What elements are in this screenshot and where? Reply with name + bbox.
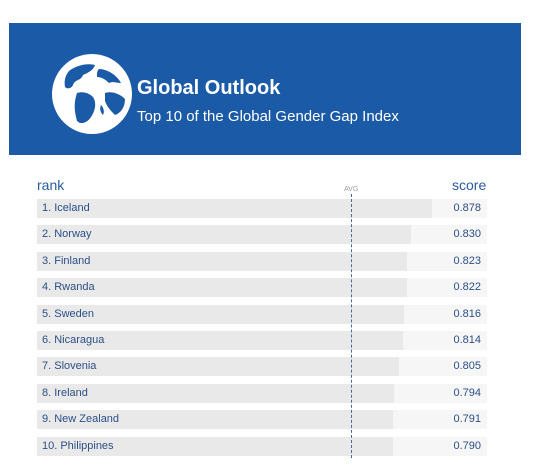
bar-label: 7. Slovenia bbox=[42, 360, 97, 373]
bar-label: 9. New Zealand bbox=[42, 413, 120, 426]
bar-value: 0.791 bbox=[453, 413, 481, 426]
bar-value: 0.790 bbox=[453, 439, 481, 452]
bar-label: 10. Philippines bbox=[42, 439, 114, 452]
header-banner: Global Outlook Top 10 of the Global Gend… bbox=[9, 23, 521, 155]
score-column-header: score bbox=[452, 177, 487, 193]
rank-column-header: rank bbox=[37, 177, 65, 193]
bar-row: 3. Finland 0.823 bbox=[37, 251, 487, 271]
bar-label: 2. Norway bbox=[42, 228, 92, 241]
bar-label: 4. Rwanda bbox=[42, 281, 95, 294]
bar-value: 0.878 bbox=[453, 202, 481, 214]
bar bbox=[37, 357, 400, 377]
average-line bbox=[351, 194, 352, 458]
bar-row: 4. Rwanda 0.822 bbox=[37, 278, 487, 298]
bar-value: 0.794 bbox=[453, 386, 481, 399]
bar bbox=[37, 436, 393, 456]
bar-label: 8. Ireland bbox=[42, 386, 88, 399]
bar-row: 6. Nicaragua 0.814 bbox=[37, 331, 487, 350]
bar-row: 9. New Zealand 0.791 bbox=[37, 410, 487, 430]
bar bbox=[37, 331, 404, 350]
bar-label: 3. Finland bbox=[42, 254, 91, 267]
bar-label: 6. Nicaragua bbox=[42, 334, 105, 346]
bar-value: 0.816 bbox=[453, 307, 481, 320]
bar-row: 8. Ireland 0.794 bbox=[37, 383, 487, 403]
bar-row: 2. Norway 0.830 bbox=[37, 225, 487, 245]
bar-value: 0.823 bbox=[453, 254, 481, 267]
bar-row: 7. Slovenia 0.805 bbox=[37, 357, 487, 377]
page-subtitle: Top 10 of the Global Gender Gap Index bbox=[137, 108, 399, 125]
bar bbox=[37, 278, 407, 298]
bar bbox=[37, 383, 395, 403]
bar bbox=[37, 225, 411, 245]
bar-row: 10. Philippines 0.790 bbox=[37, 436, 487, 456]
bar-value: 0.822 bbox=[453, 281, 481, 294]
bar-value: 0.805 bbox=[453, 360, 481, 373]
bar-label: 1. Iceland bbox=[42, 202, 90, 214]
bar bbox=[37, 410, 393, 430]
bar bbox=[37, 304, 405, 324]
page-title: Global Outlook bbox=[137, 77, 281, 99]
bar-row: 5. Sweden 0.816 bbox=[37, 304, 487, 324]
bar-label: 5. Sweden bbox=[42, 307, 94, 320]
average-label: AVG bbox=[344, 186, 359, 193]
globe-icon bbox=[52, 54, 132, 134]
bar bbox=[37, 251, 408, 271]
bar bbox=[37, 199, 433, 218]
bar-row: 1. Iceland 0.878 bbox=[37, 199, 487, 218]
bar-value: 0.830 bbox=[453, 228, 481, 241]
bar-value: 0.814 bbox=[453, 334, 481, 346]
